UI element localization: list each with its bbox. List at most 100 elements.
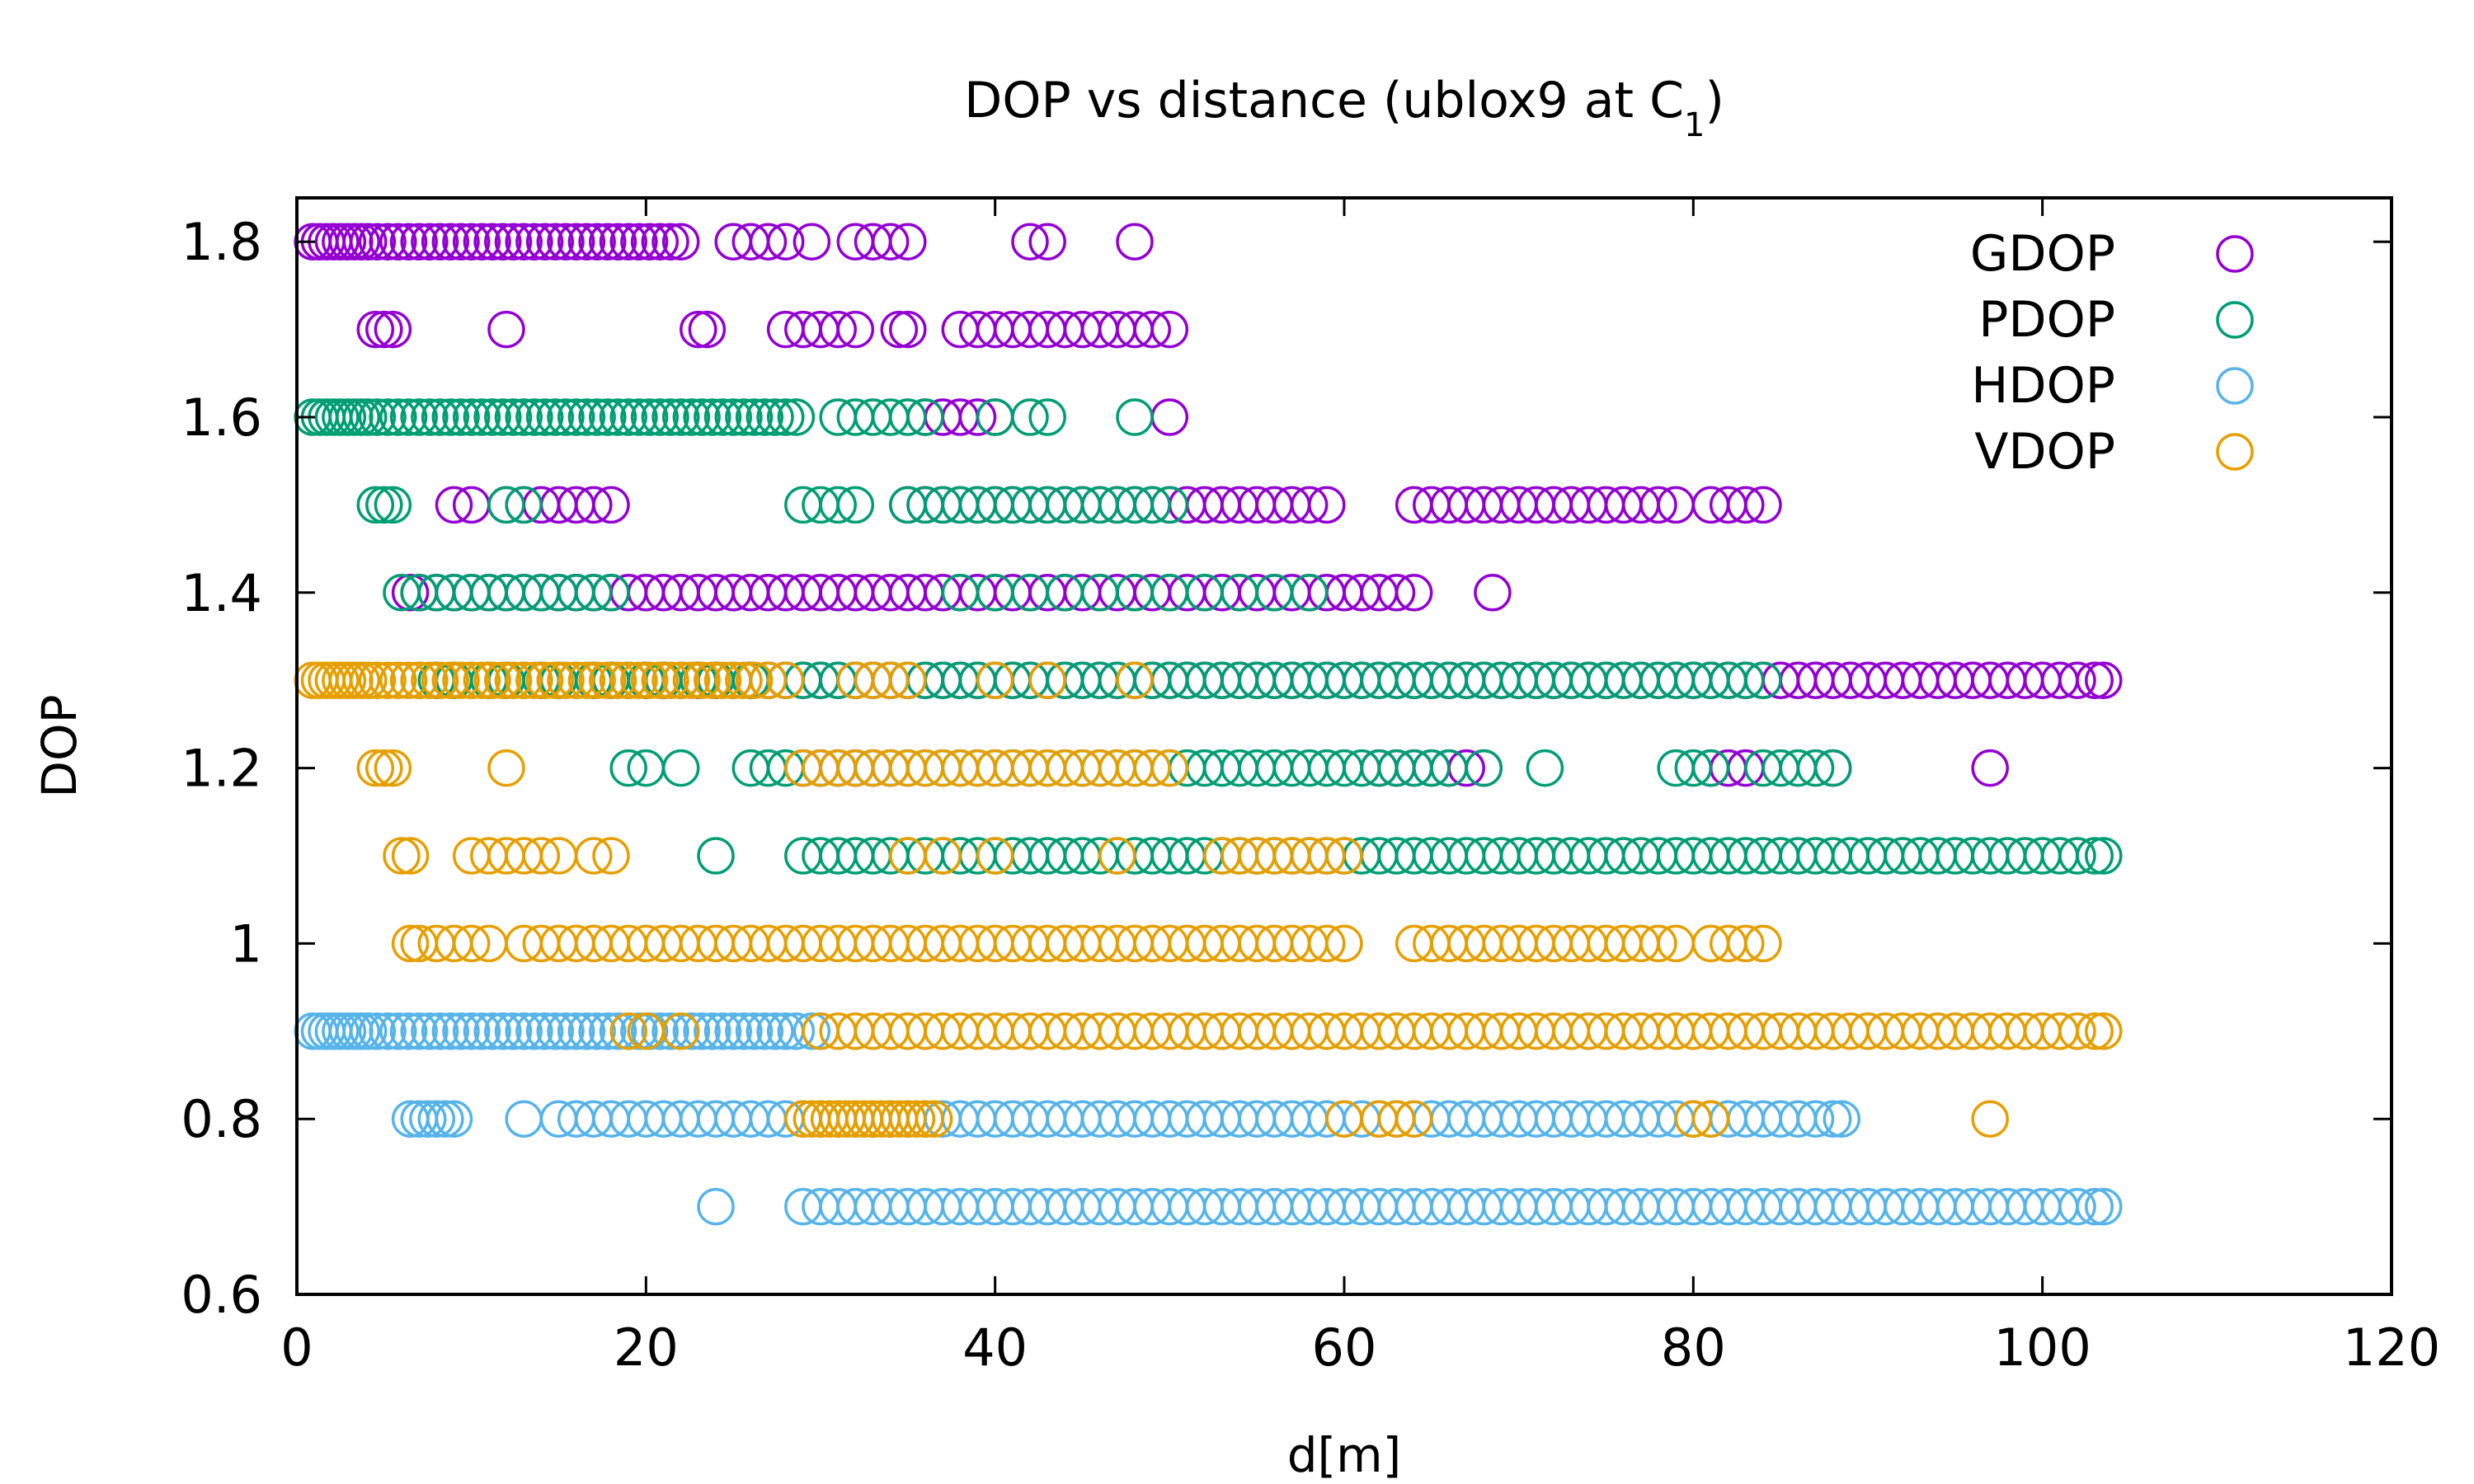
data-point-pdop bbox=[1413, 749, 1451, 787]
data-point-vdop bbox=[1116, 661, 1154, 699]
data-point-hdop bbox=[777, 1012, 816, 1050]
data-point-pdop bbox=[697, 837, 735, 875]
chart-title: DOP vs distance (ublox9 at C1) bbox=[964, 72, 1724, 144]
legend-marker-hdop bbox=[2216, 367, 2254, 405]
data-point-pdop bbox=[1674, 749, 1713, 787]
data-point-pdop bbox=[836, 486, 875, 524]
legend-label: HDOP bbox=[1971, 357, 2115, 415]
data-point-gdop bbox=[547, 223, 585, 261]
data-point-hdop bbox=[589, 1012, 627, 1050]
data-point-hdop bbox=[400, 1012, 438, 1050]
data-point-pdop bbox=[525, 398, 564, 436]
data-point-pdop bbox=[661, 749, 700, 787]
data-point-vdop bbox=[1098, 837, 1136, 875]
data-point-hdop bbox=[379, 1012, 417, 1050]
data-point-pdop bbox=[358, 398, 397, 436]
data-point-gdop bbox=[2058, 661, 2096, 699]
y-tick-label: 1.4 bbox=[181, 563, 262, 623]
data-point-gdop bbox=[400, 223, 438, 261]
series-gdop bbox=[294, 223, 2123, 787]
data-point-pdop bbox=[389, 398, 428, 436]
data-point-vdop bbox=[383, 837, 421, 875]
data-point-gdop bbox=[557, 223, 595, 261]
data-point-vdop bbox=[599, 661, 637, 699]
data-point-gdop bbox=[1116, 223, 1154, 261]
y-tick-label: 0.8 bbox=[181, 1089, 262, 1149]
data-point-pdop bbox=[703, 398, 742, 436]
data-point-gdop bbox=[389, 223, 428, 261]
data-point-vdop bbox=[703, 661, 742, 699]
data-point-hdop bbox=[505, 1012, 543, 1050]
data-point-hdop bbox=[421, 1012, 459, 1050]
data-point-pdop bbox=[536, 398, 575, 436]
x-tick-label: 0 bbox=[280, 1317, 313, 1378]
y-tick-label: 0.6 bbox=[181, 1265, 262, 1325]
data-point-vdop bbox=[547, 661, 585, 699]
data-point-hdop bbox=[426, 1100, 464, 1138]
data-point-pdop bbox=[575, 574, 613, 612]
data-point-pdop bbox=[369, 398, 407, 436]
data-point-vdop bbox=[374, 749, 412, 787]
data-point-hdop bbox=[473, 1012, 511, 1050]
data-point-gdop bbox=[680, 310, 717, 349]
data-point-gdop bbox=[589, 223, 627, 261]
data-point-vdop bbox=[1744, 924, 1782, 963]
data-point-vdop bbox=[924, 837, 962, 875]
data-point-gdop bbox=[1150, 398, 1189, 436]
data-point-vdop bbox=[452, 661, 491, 699]
data-point-vdop bbox=[400, 661, 438, 699]
data-point-hdop bbox=[672, 1012, 711, 1050]
data-point-hdop bbox=[697, 1187, 735, 1226]
data-point-vdop bbox=[487, 749, 525, 787]
data-point-gdop bbox=[575, 486, 613, 524]
data-point-pdop bbox=[725, 398, 763, 436]
data-point-hdop bbox=[703, 1012, 742, 1050]
data-point-hdop bbox=[578, 1012, 616, 1050]
data-point-hdop bbox=[484, 1012, 522, 1050]
data-point-vdop bbox=[389, 661, 428, 699]
data-points-layer bbox=[294, 223, 2123, 1226]
data-point-hdop bbox=[567, 1012, 606, 1050]
data-point-pdop bbox=[400, 398, 438, 436]
x-tick-label: 80 bbox=[1661, 1317, 1726, 1378]
x-tick-label: 40 bbox=[962, 1317, 1028, 1378]
data-point-vdop bbox=[2085, 1012, 2123, 1050]
data-point-gdop bbox=[2076, 661, 2114, 699]
data-point-pdop bbox=[1796, 749, 1835, 787]
axis-ticks-layer: 0 20 40 60 80 100 120 0.6 0.8 1 1.2 1.4 1.6 1.8 bbox=[181, 198, 2440, 1378]
data-point-gdop bbox=[1744, 486, 1782, 524]
data-point-gdop bbox=[442, 223, 480, 261]
data-point-gdop bbox=[793, 223, 831, 261]
data-point-pdop bbox=[379, 398, 417, 436]
data-point-gdop bbox=[889, 223, 927, 261]
data-point-gdop bbox=[1474, 574, 1512, 612]
data-point-hdop bbox=[442, 1012, 480, 1050]
legend-label: GDOP bbox=[1970, 225, 2115, 283]
data-point-vdop bbox=[442, 661, 480, 699]
data-point-pdop bbox=[515, 398, 553, 436]
data-point-gdop bbox=[536, 223, 575, 261]
data-point-pdop bbox=[452, 398, 491, 436]
data-point-hdop bbox=[431, 1012, 470, 1050]
data-point-vdop bbox=[1028, 661, 1066, 699]
data-point-pdop bbox=[766, 398, 805, 436]
data-point-pdop bbox=[609, 749, 647, 787]
data-point-hdop bbox=[411, 1012, 449, 1050]
data-point-pdop bbox=[683, 398, 721, 436]
data-point-gdop bbox=[880, 310, 919, 349]
data-point-vdop bbox=[661, 661, 700, 699]
x-axis-label: d[m] bbox=[1287, 1427, 1402, 1483]
x-tick-label: 120 bbox=[2343, 1317, 2440, 1378]
legend-label: VDOP bbox=[1974, 423, 2115, 481]
data-point-hdop bbox=[525, 1012, 564, 1050]
data-point-pdop bbox=[1150, 486, 1189, 524]
data-point-gdop bbox=[374, 310, 412, 349]
data-point-gdop bbox=[1727, 486, 1765, 524]
data-point-vdop bbox=[1150, 749, 1189, 787]
chart-title-subscript: 1 bbox=[1684, 106, 1705, 144]
data-point-pdop bbox=[756, 398, 794, 436]
data-point-hdop bbox=[1796, 1100, 1835, 1138]
data-point-vdop bbox=[575, 837, 613, 875]
data-point-vdop bbox=[749, 661, 788, 699]
